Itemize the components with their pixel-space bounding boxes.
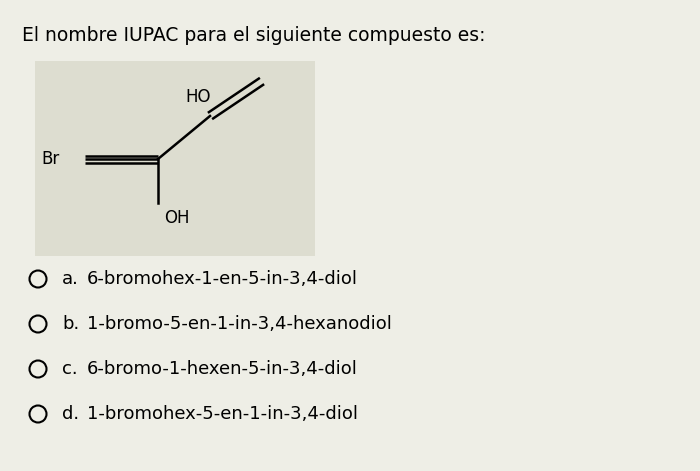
Text: 1-bromohex-5-en-1-in-3,4-diol: 1-bromohex-5-en-1-in-3,4-diol — [87, 405, 358, 423]
Text: 6-bromohex-1-en-5-in-3,4-diol: 6-bromohex-1-en-5-in-3,4-diol — [87, 270, 358, 288]
Text: 1-bromo-5-en-1-in-3,4-hexanodiol: 1-bromo-5-en-1-in-3,4-hexanodiol — [87, 315, 392, 333]
Text: d.: d. — [62, 405, 79, 423]
Text: HO: HO — [186, 88, 211, 106]
Text: 6-bromo-1-hexen-5-in-3,4-diol: 6-bromo-1-hexen-5-in-3,4-diol — [87, 360, 358, 378]
Text: Br: Br — [42, 150, 60, 168]
Text: b.: b. — [62, 315, 79, 333]
Text: c.: c. — [62, 360, 78, 378]
Bar — [35, 61, 315, 256]
Text: El nombre IUPAC para el siguiente compuesto es:: El nombre IUPAC para el siguiente compue… — [22, 26, 486, 45]
Text: a.: a. — [62, 270, 79, 288]
Text: OH: OH — [164, 209, 190, 227]
